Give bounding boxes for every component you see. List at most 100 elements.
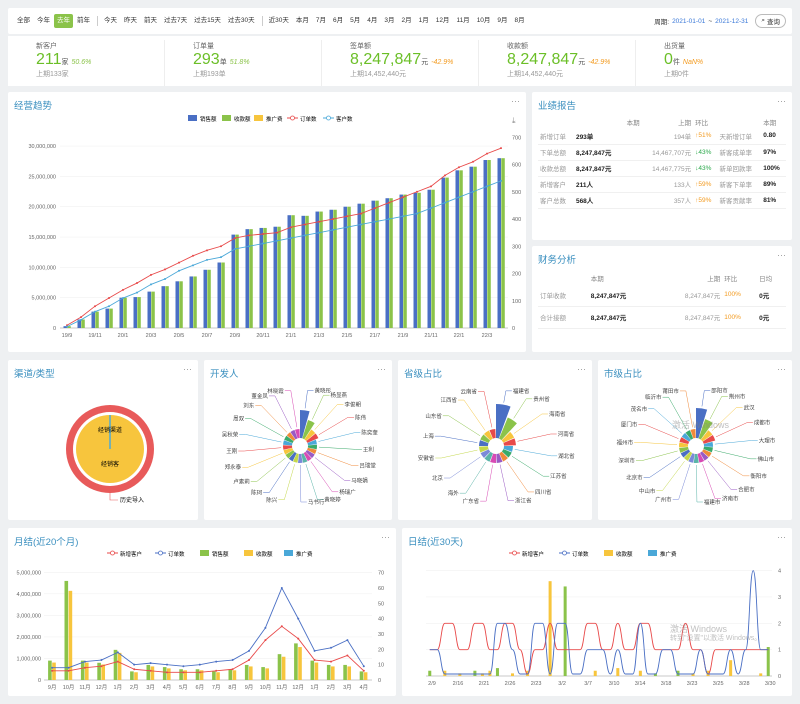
receipt-bar <box>501 158 505 328</box>
more-icon[interactable]: ··· <box>183 364 192 374</box>
more-icon[interactable]: ··· <box>381 532 390 542</box>
receipt-bar <box>151 291 155 328</box>
period-button-7[interactable]: 过去7天 <box>164 17 188 24</box>
more-icon[interactable]: ··· <box>577 364 586 374</box>
customers-line-point <box>94 310 96 313</box>
slice-label: 临沂市 <box>645 393 662 401</box>
x-tick-label: 2/21 <box>479 681 490 687</box>
period-button-21[interactable]: 10月 <box>476 17 491 24</box>
period-button-20[interactable]: 11月 <box>456 17 470 24</box>
period-button-1[interactable]: 今年 <box>37 17 50 24</box>
y-tick-label: 2,000,000 <box>17 635 41 641</box>
receipt-bar <box>109 308 113 328</box>
y2-tick-label: 500 <box>512 190 521 196</box>
receipt-bar <box>389 198 393 328</box>
period-button-14[interactable]: 5月 <box>350 17 361 24</box>
leader-line <box>239 434 282 443</box>
more-icon[interactable]: ··· <box>777 532 786 542</box>
daily-bar <box>473 670 477 676</box>
more-icon[interactable]: ··· <box>511 96 520 106</box>
leader-line <box>318 417 355 435</box>
receipt-bar <box>134 672 138 680</box>
legend-label: 新增客户 <box>120 550 142 558</box>
period-button-13[interactable]: 6月 <box>332 17 344 24</box>
query-button[interactable]: ⌕ 查询 <box>755 14 786 28</box>
period-button-19[interactable]: 12月 <box>435 17 450 24</box>
daily-bar <box>428 670 432 676</box>
leader-line <box>457 399 486 431</box>
orders-line-point <box>149 662 152 665</box>
receipt-bar <box>277 226 281 328</box>
leader-line <box>242 452 283 468</box>
x-tick-label: 2/26 <box>505 681 516 687</box>
period-button-0[interactable]: 全部 <box>17 17 30 24</box>
orders-line-point <box>276 231 278 234</box>
customers-line-point <box>297 637 300 640</box>
period-button-10[interactable]: 近30天 <box>268 17 289 24</box>
orders-line-point <box>430 185 432 188</box>
leader-line <box>506 461 535 493</box>
orders-line-point <box>472 160 474 163</box>
slice-label: 河南省 <box>558 430 575 438</box>
sales-bar <box>427 189 431 328</box>
period-button-12[interactable]: 7月 <box>315 17 326 24</box>
period-button-18[interactable]: 1月 <box>418 17 429 24</box>
header-cell: 本期 <box>763 120 777 127</box>
slice-label: 贵州省 <box>533 395 550 403</box>
y2-tick-label: 700 <box>512 135 521 141</box>
receipt-bar <box>67 326 71 328</box>
y2-tick-label: 50 <box>378 601 384 607</box>
period-button-15[interactable]: 4月 <box>367 17 378 24</box>
x-tick-label: 12月 <box>96 684 108 691</box>
sales-bar <box>97 662 101 680</box>
legend-dot <box>158 550 163 556</box>
monthly-chart: 新增客户 订单数 销售额 收款额 推广费 0 1,000,000 2,000,000 3,000… <box>17 550 384 691</box>
legend-label: 订单数 <box>168 550 185 558</box>
finance-cell: 0元 <box>757 306 786 329</box>
x-tick-label: 21/1 <box>286 333 297 339</box>
y-tick-label: 30,000,000 <box>28 144 56 150</box>
x-tick-label: 20/7 <box>202 333 213 339</box>
customers-line-point <box>430 207 432 210</box>
trend-panel: 经营趋势 ··· 销售额 收款额 推广费 订单数 客户数 ⤓ 0 5,000,000 10,00… <box>8 92 526 352</box>
period-button-5[interactable]: 昨天 <box>124 17 137 24</box>
slice-label: 深圳市 <box>618 457 635 465</box>
slice-label: 王利 <box>363 445 374 453</box>
receipt-bar <box>85 662 89 680</box>
sales-bar <box>294 643 298 680</box>
sales-bar <box>244 664 249 680</box>
x-tick-label: 3/23 <box>687 681 698 687</box>
period-button-11[interactable]: 本月 <box>295 17 309 24</box>
report-cell: 新客下单率 <box>717 176 762 193</box>
period-button-4[interactable]: 今天 <box>104 17 117 24</box>
more-icon[interactable]: ··· <box>777 250 786 260</box>
period-button-6[interactable]: 前天 <box>144 17 157 24</box>
outer-label: 历史导入 <box>120 496 144 504</box>
report-cell: 357人 <box>641 192 694 209</box>
y2-tick-label: 1 <box>778 648 781 654</box>
period-button-22[interactable]: 9月 <box>497 17 508 24</box>
more-icon[interactable]: ··· <box>777 96 786 106</box>
period-button-9[interactable]: 过去30天 <box>227 17 255 24</box>
customers-line-point <box>458 196 460 199</box>
legend-label: 推广费 <box>660 550 677 558</box>
period-button-23[interactable]: 8月 <box>514 17 525 24</box>
end-date-input[interactable]: 2021-12-31 <box>715 17 749 25</box>
receipt-bar <box>403 194 407 328</box>
kpi-unit: 元 <box>578 59 586 66</box>
header-cell: 环比 <box>695 120 709 127</box>
more-icon[interactable]: ··· <box>377 364 386 374</box>
kpi-value: 293 <box>193 51 220 68</box>
y2-tick-label: 0 <box>512 326 515 332</box>
y2-tick-label: 100 <box>512 299 521 305</box>
period-button-2[interactable]: 去年 <box>54 14 73 28</box>
sales-bar <box>261 667 265 680</box>
more-icon[interactable]: ··· <box>777 364 786 374</box>
start-date-input[interactable]: 2021-01-01 <box>672 17 706 25</box>
y2-tick-label: 400 <box>512 217 521 223</box>
period-button-3[interactable]: 前年 <box>77 17 90 24</box>
period-button-17[interactable]: 2月 <box>401 17 412 24</box>
period-button-8[interactable]: 过去15天 <box>194 17 221 24</box>
period-button-16[interactable]: 3月 <box>384 17 395 24</box>
x-tick-label: 10月 <box>63 684 75 691</box>
